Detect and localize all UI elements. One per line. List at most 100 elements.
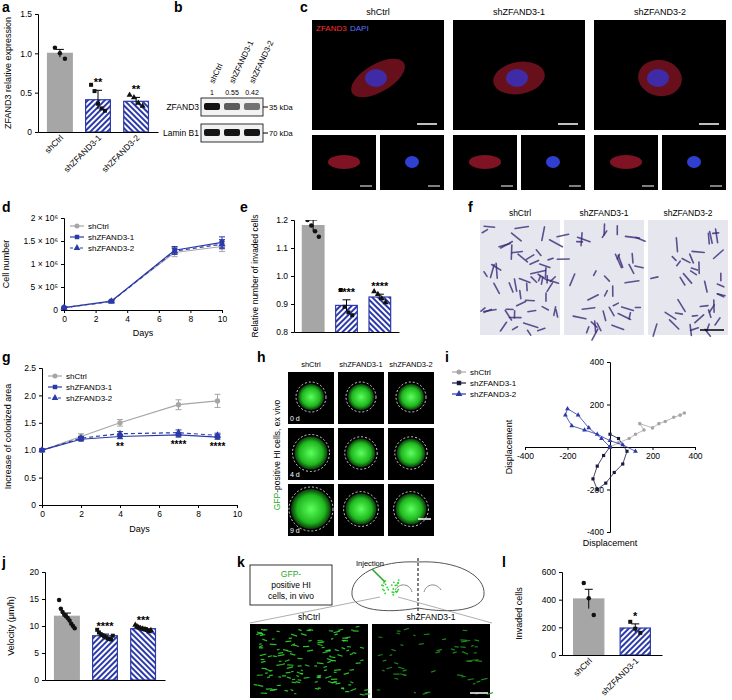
cell-streak [618,314,630,320]
data-point [57,598,62,603]
plot-area [574,581,651,655]
legend-marker [456,390,463,396]
cell-streak [419,643,424,645]
cell-streak [691,271,697,275]
data-point [581,581,586,586]
series-line [42,401,218,450]
cell-streak [494,283,499,293]
cell-streak [612,325,624,329]
cell-streak [272,689,278,691]
cell-streak [517,301,526,305]
panel-letter: a [2,0,10,15]
tick-label: 0.5 [24,473,36,483]
cell-streak [524,323,538,328]
data-point [135,99,141,104]
cell-streak [294,693,296,694]
tick: 1.0 [276,271,294,281]
cell-streak [291,634,297,636]
cell-streak [318,687,321,689]
cell-streak [542,227,545,240]
scale-bar [642,186,654,187]
spheroid [298,384,324,410]
axis-title: Relative number of invaded cells [250,215,260,338]
tick: 200 [542,623,562,633]
data-point [175,429,182,435]
tick: 2 [79,505,84,519]
cell-streak [282,675,286,676]
column-label: shZFAND3-2 [663,208,712,218]
scale-bar [470,692,488,694]
data-point [620,442,625,446]
cell-streak [474,646,477,647]
cell-streak [331,679,337,681]
legend-label: shZFAND3-2 [470,390,517,399]
cell-streak [317,642,324,643]
cell-streak [672,257,676,261]
cell-streak [267,676,270,678]
tick: 0.9 [276,299,294,309]
cell-streak [484,310,496,312]
tick-label: shCtrl [571,656,594,679]
cell-streak [695,315,704,323]
data-point [591,477,594,480]
tick-mark [61,287,64,288]
channel-label: DAPI [350,24,369,33]
tick-label: 0 [53,305,58,315]
cell-streak [400,674,406,676]
tick-label: 1.0 [276,271,288,281]
cell-streak [691,268,697,270]
data-point [176,402,181,407]
data-point [625,450,628,453]
cell-streak [462,652,468,654]
spheroid [397,439,425,467]
scale-bar [360,186,372,187]
tick-label: 0 [40,509,45,519]
data-point [214,431,221,437]
image [338,428,384,480]
data-point [563,412,568,416]
axis-title: Days [133,328,154,338]
cell-streak [557,258,569,260]
legend-item: shZFAND3-1 [48,383,113,392]
cell-streak [261,659,265,660]
tick: 400 [542,595,562,605]
cell-streak [506,308,513,310]
tick: 0 [31,500,42,510]
tick-label: -400 [587,527,604,537]
cell-dot [391,584,393,586]
significance: **** [210,441,226,452]
panel: e0.80.91.01.11.2Relative number of invad… [240,199,400,556]
data-point [599,436,604,440]
error-bar [117,420,123,427]
axis-title: Displacement [583,538,638,548]
tick-label: 1.0 [24,445,36,455]
tick-label: 1 × 10⁶ [31,259,58,269]
cell-streak [331,638,333,640]
cell-streak [290,690,293,691]
data-point [109,298,114,303]
cell-streak [454,646,458,648]
data-point [627,437,631,441]
data-point [608,444,613,448]
cell-streak [519,279,530,283]
image [480,220,560,335]
tick-label: 1.0 [20,49,32,59]
cell-streak [258,685,264,686]
data-point [621,462,624,465]
tick-mark [35,14,38,15]
tick: 0.8 [276,327,294,337]
tick-mark [190,310,191,313]
spheroid [291,489,331,529]
tick: 200 [590,400,610,410]
cell-streak [273,655,277,657]
cell-streak [675,313,682,314]
image [288,484,334,536]
tick-label: 5 × 10⁵ [31,282,58,292]
tick: -200 [587,485,610,495]
data-point [58,51,63,56]
data-point [657,422,661,426]
tick-label: 0 [27,127,32,137]
cell-streak [259,643,262,645]
outline [395,437,427,469]
panel-letter: e [240,199,248,215]
